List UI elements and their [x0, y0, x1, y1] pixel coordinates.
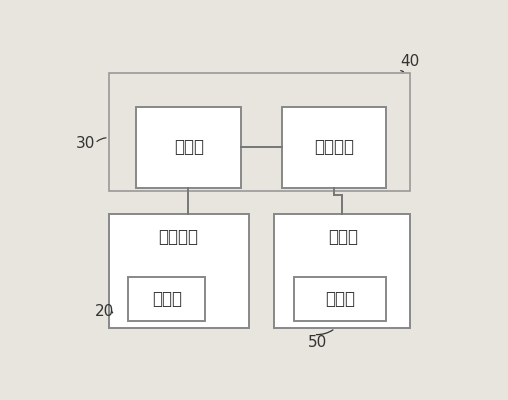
Text: 光源对: 光源对 — [328, 228, 358, 246]
Text: 供电电源: 供电电源 — [314, 138, 355, 156]
FancyBboxPatch shape — [109, 214, 248, 328]
FancyBboxPatch shape — [274, 214, 410, 328]
FancyBboxPatch shape — [109, 73, 410, 191]
Text: 50: 50 — [308, 335, 327, 350]
Text: 控制器: 控制器 — [174, 138, 204, 156]
Text: 光源阵列: 光源阵列 — [157, 228, 198, 246]
Text: 20: 20 — [94, 304, 114, 319]
FancyBboxPatch shape — [282, 106, 386, 188]
Text: 面光源: 面光源 — [325, 290, 355, 308]
FancyBboxPatch shape — [129, 278, 205, 320]
FancyBboxPatch shape — [294, 278, 386, 320]
FancyBboxPatch shape — [136, 106, 241, 188]
Text: 40: 40 — [400, 54, 420, 69]
Text: 30: 30 — [76, 136, 95, 151]
Text: 点光源: 点光源 — [152, 290, 182, 308]
